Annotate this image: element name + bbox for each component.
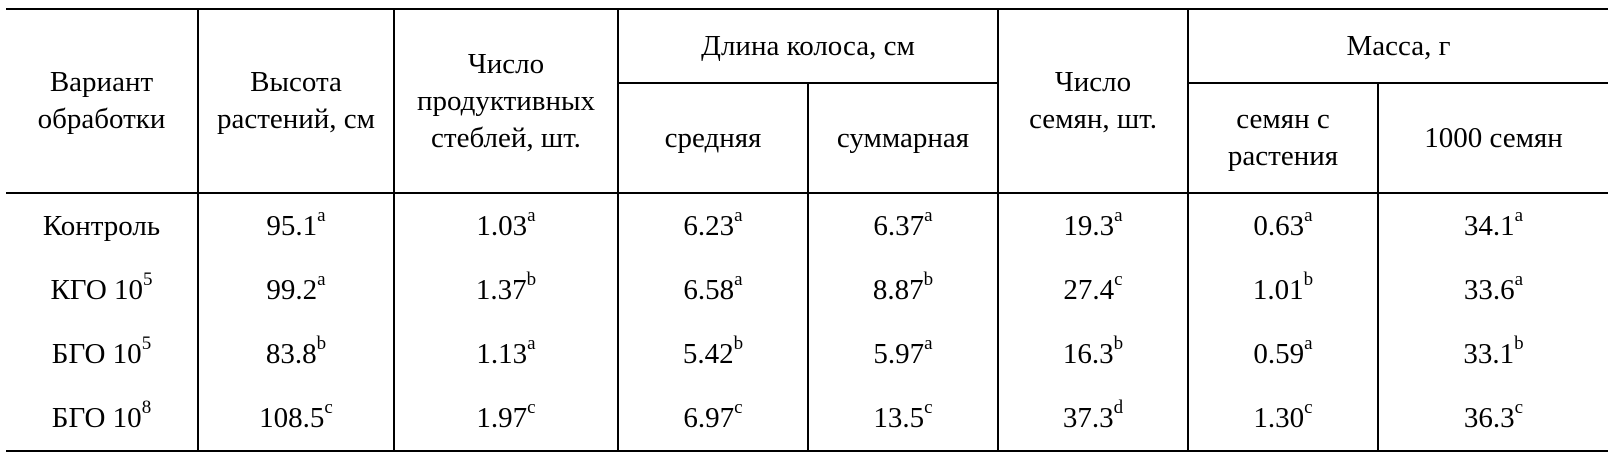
header-height: Высота растений, см [197,8,394,193]
header-variant: Вариант обработки [6,8,198,193]
header-mass: Масса, г [1187,8,1609,83]
cell-mass-plant: 0.59a [1187,322,1379,386]
results-table: Вариант обработки Высота растений, см Чи… [6,8,1609,452]
cell-stems: 1.37b [393,258,618,322]
cell-mass-1000: 33.6a [1377,258,1609,322]
cell-seeds: 19.3a [997,192,1189,258]
row-label: БГО 105 [51,332,152,370]
header-row-1: Вариант обработки Высота растений, см Чи… [6,8,1609,193]
cell-ear-total: 6.37a [806,192,999,258]
cell-mass-1000: 33.1b [1377,322,1609,386]
table-row: КГО 105 99.2a 1.37b 6.58a 8.87b 27.4c 1.… [6,258,1609,322]
cell-ear-total: 13.5c [806,386,999,452]
cell-ear-mean: 6.58a [617,258,808,322]
cell-mass-plant: 0.63a [1187,192,1379,258]
cell-mass-plant: 1.30c [1187,386,1379,452]
header-stems: Число продуктивных стеблей, шт. [393,8,618,193]
cell-height: 83.8b [197,322,394,386]
cell-seeds: 27.4c [997,258,1189,322]
row-label: БГО 108 [6,386,198,452]
header-mass-per-plant: семян с растения [1187,82,1379,193]
table-row: БГО 108 108.5c 1.97c 6.97c 13.5c 37.3d 1… [6,386,1609,452]
cell-stems: 1.97c [393,386,618,452]
table-row: Контроль 95.1a 1.03a 6.23a 6.37a 19.3a 0… [6,192,1609,258]
row-label: Контроль [6,192,198,258]
header-ear-total: суммарная [806,82,999,193]
header-ear-length: Длина колоса, см [616,8,999,83]
header-row-2: средняя суммарная семян с растения 1000 … [6,82,1609,193]
row-label: КГО 105 [50,268,153,306]
cell-mass-1000: 36.3c [1377,386,1609,452]
header-ear-mean: средняя [617,82,808,193]
cell-ear-total: 5.97a [806,322,999,386]
cell-seeds: 16.3b [997,322,1189,386]
cell-stems: 1.13a [393,322,618,386]
header-seeds: Число семян, шт. [997,8,1189,193]
cell-height: 99.2a [197,258,394,322]
cell-ear-mean: 6.23a [617,192,808,258]
cell-ear-mean: 6.97c [617,386,808,452]
cell-ear-mean: 5.42b [617,322,808,386]
cell-height: 95.1a [197,192,394,258]
cell-stems: 1.03a [393,192,618,258]
cell-ear-total: 8.87b [806,258,999,322]
cell-mass-plant: 1.01b [1187,258,1379,322]
header-mass-1000: 1000 семян [1377,82,1609,193]
cell-mass-1000: 34.1a [1377,192,1609,258]
cell-seeds: 37.3d [997,386,1189,452]
table-row: БГО 105 83.8b 1.13a 5.42b 5.97a 16.3b 0.… [6,322,1609,386]
cell-height: 108.5c [197,386,394,452]
